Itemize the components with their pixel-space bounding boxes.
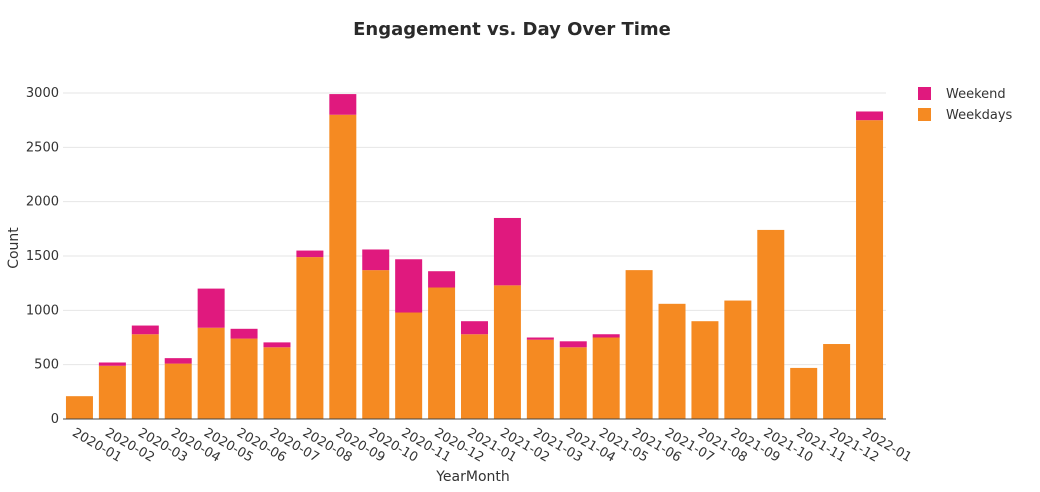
chart-title: Engagement vs. Day Over Time bbox=[353, 19, 671, 40]
bar-weekdays-2021-01[interactable] bbox=[461, 334, 488, 419]
x-axis-label: YearMonth bbox=[435, 469, 510, 485]
bar-weekdays-2021-10[interactable] bbox=[757, 229, 785, 419]
bar-weekdays-2021-06[interactable] bbox=[625, 270, 653, 419]
bar-weekdays-2021-07[interactable] bbox=[658, 303, 686, 419]
legend-swatch bbox=[918, 87, 931, 100]
bar-weekend-2020-09[interactable] bbox=[329, 94, 357, 115]
y-axis-label: Count bbox=[6, 227, 22, 269]
bar-weekend-2020-06[interactable] bbox=[230, 328, 258, 339]
bar-weekdays-2020-07[interactable] bbox=[263, 347, 291, 419]
bar-weekend-2020-04[interactable] bbox=[164, 358, 192, 364]
bar-weekdays-2020-06[interactable] bbox=[230, 338, 258, 419]
bar-weekend-2021-02[interactable] bbox=[493, 217, 521, 286]
bar-weekend-2021-01[interactable] bbox=[461, 321, 488, 335]
bar-weekend-2020-07[interactable] bbox=[263, 342, 291, 348]
bar-weekdays-2020-04[interactable] bbox=[164, 363, 192, 419]
bar-weekdays-2021-03[interactable] bbox=[526, 339, 554, 419]
bar-weekdays-2021-08[interactable] bbox=[691, 321, 719, 419]
bar-weekdays-2020-01[interactable] bbox=[65, 396, 93, 419]
bar-weekend-2021-05[interactable] bbox=[592, 334, 620, 338]
bars bbox=[65, 94, 884, 420]
y-tick-label: 3000 bbox=[26, 86, 59, 101]
legend: Weekend Weekdays bbox=[918, 87, 1013, 123]
bar-weekend-2021-04[interactable] bbox=[559, 341, 587, 348]
bar-weekdays-2020-12[interactable] bbox=[428, 287, 456, 419]
bar-weekend-2020-11[interactable] bbox=[395, 259, 423, 313]
bar-weekdays-2021-11[interactable] bbox=[790, 367, 818, 419]
bar-weekdays-2021-12[interactable] bbox=[823, 344, 851, 419]
legend-swatch bbox=[918, 108, 931, 121]
y-tick-label: 0 bbox=[51, 412, 59, 427]
y-tick-label: 2000 bbox=[26, 195, 59, 210]
bar-weekdays-2020-08[interactable] bbox=[296, 257, 324, 419]
bar-weekdays-2020-05[interactable] bbox=[197, 327, 225, 419]
bar-weekdays-2020-11[interactable] bbox=[395, 312, 423, 419]
y-tick-label: 1000 bbox=[26, 303, 59, 318]
y-tick-label: 1500 bbox=[26, 249, 59, 264]
bar-weekend-2020-12[interactable] bbox=[428, 271, 456, 288]
y-tick-label: 500 bbox=[34, 358, 59, 373]
bar-weekdays-2021-02[interactable] bbox=[493, 285, 521, 419]
bar-weekend-2020-08[interactable] bbox=[296, 250, 324, 258]
bar-weekdays-2021-05[interactable] bbox=[592, 337, 620, 420]
legend-label: Weekend bbox=[946, 87, 1006, 102]
y-tick-label: 2500 bbox=[26, 140, 59, 155]
bar-weekdays-2022-01[interactable] bbox=[856, 120, 884, 420]
bar-weekdays-2021-04[interactable] bbox=[559, 347, 587, 419]
y-axis-ticks: 0 500 1000 1500 2000 2500 3000 bbox=[26, 86, 59, 427]
bar-weekend-2020-05[interactable] bbox=[197, 288, 225, 328]
bar-weekend-2022-01[interactable] bbox=[856, 111, 884, 121]
bar-weekdays-2020-02[interactable] bbox=[98, 365, 126, 419]
bar-weekdays-2020-09[interactable] bbox=[329, 114, 357, 419]
bar-weekend-2020-10[interactable] bbox=[362, 249, 390, 271]
bar-weekend-2021-03[interactable] bbox=[526, 337, 554, 340]
legend-label: Weekdays bbox=[946, 108, 1013, 123]
bar-weekend-2020-02[interactable] bbox=[98, 362, 126, 366]
bar-weekdays-2021-09[interactable] bbox=[724, 300, 752, 419]
bar-weekend-2020-03[interactable] bbox=[131, 325, 159, 335]
bar-weekdays-2020-10[interactable] bbox=[362, 270, 390, 419]
x-axis-ticks: 2020-012020-022020-032020-042020-052020-… bbox=[69, 425, 914, 465]
bar-weekdays-2020-03[interactable] bbox=[131, 334, 159, 419]
